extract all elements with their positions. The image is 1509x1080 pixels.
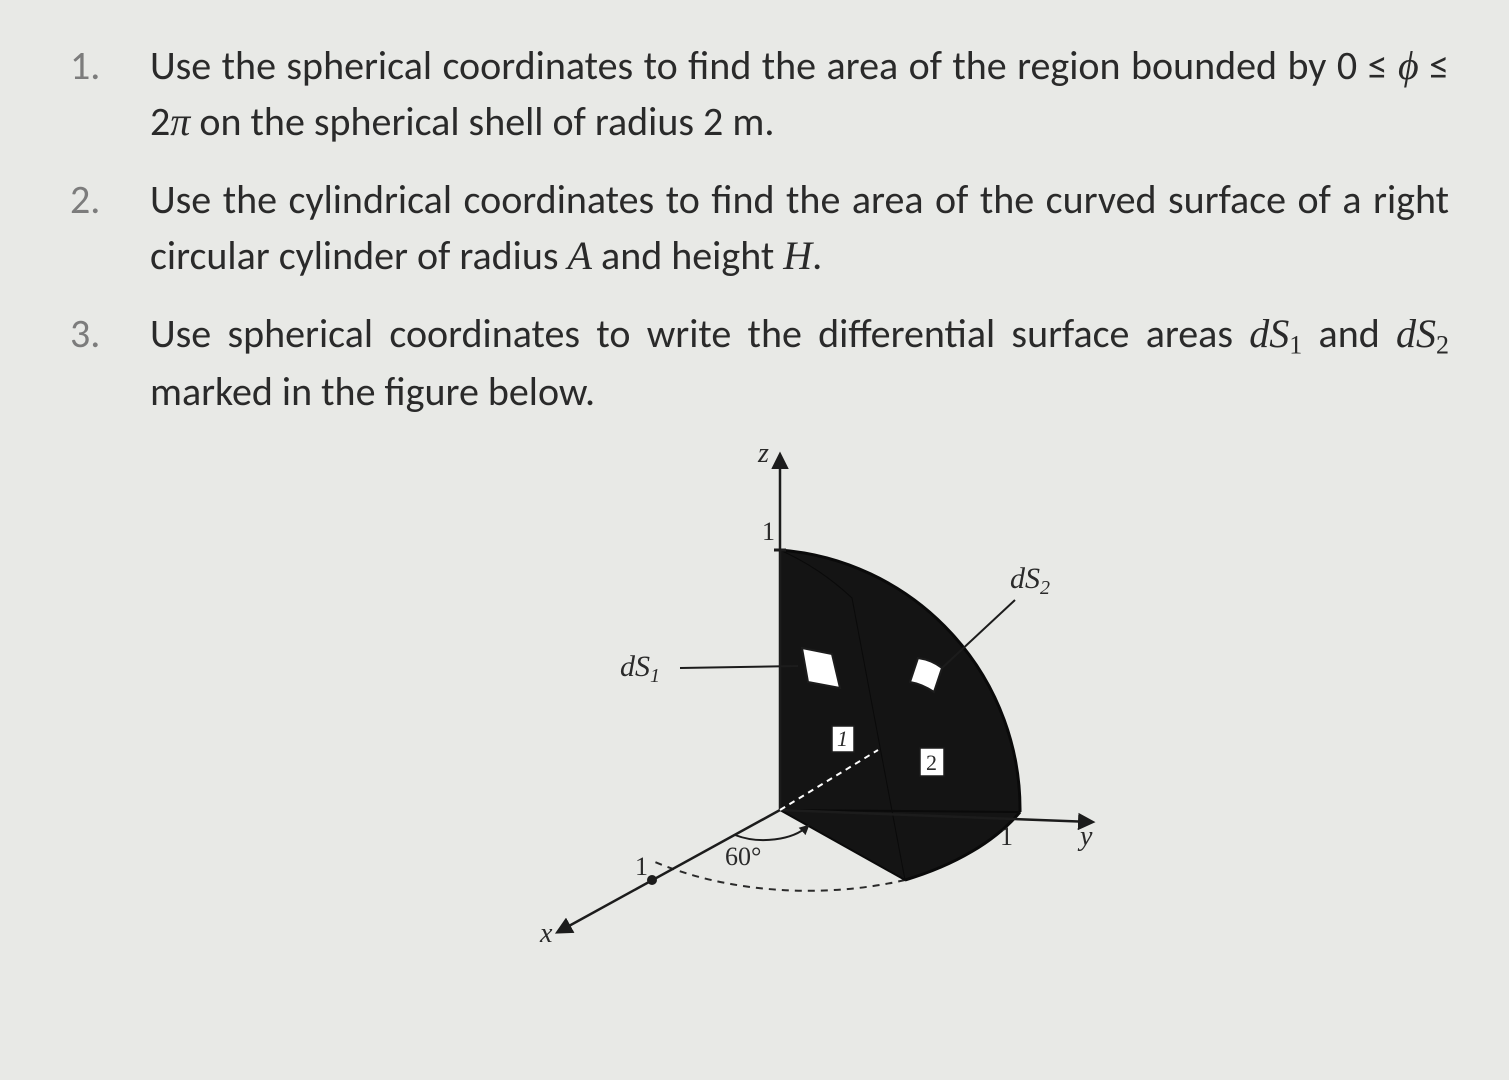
label-angle: 60° [725, 842, 761, 871]
q3-text-pre: Use spherical coordinates to write the d… [150, 309, 1249, 358]
question-1: Use the spherical coordinates to find th… [60, 38, 1449, 150]
q3-sub2: 2 [1436, 331, 1449, 360]
q3-dS1: dS [1249, 311, 1289, 356]
q2-H: H [783, 233, 812, 278]
page: Use the spherical coordinates to find th… [0, 0, 1509, 992]
question-2: Use the cylindrical coordinates to find … [60, 172, 1449, 284]
q3-and: and [1302, 309, 1396, 358]
figure-container: z y x 1 1 2 1 1 60° dS1 dS2 [150, 430, 1449, 950]
label-one-x: 1 [635, 852, 648, 881]
label-y: y [1077, 821, 1093, 852]
tick-x1 [647, 875, 657, 885]
q1-text-pre: Use the spherical coordinates to find th… [150, 41, 1398, 90]
label-one-mid: 1 [837, 726, 848, 751]
q3-dS2: dS [1396, 311, 1436, 356]
label-two: 2 [926, 750, 937, 775]
x-axis [558, 810, 780, 932]
question-list: Use the spherical coordinates to find th… [60, 38, 1449, 950]
label-dS2: dS2 [1010, 562, 1050, 599]
q2-text-mid: and height [592, 231, 783, 280]
label-one-z: 1 [762, 517, 775, 546]
q3-sub1: 1 [1289, 331, 1302, 360]
spherical-diagram: z y x 1 1 2 1 1 60° dS1 dS2 [480, 430, 1120, 950]
q2-A: A [568, 233, 592, 278]
q1-phi: ϕ [1398, 43, 1419, 88]
label-one-y: 1 [1000, 822, 1013, 851]
q1-pi: π [170, 99, 190, 144]
q2-text-post: . [812, 231, 822, 280]
question-3: Use spherical coordinates to write the d… [60, 306, 1449, 950]
label-dS1: dS1 [620, 650, 660, 687]
base-arc-dashed [655, 862, 905, 891]
q1-text-post: on the spherical shell of radius 2 m. [190, 97, 774, 146]
label-z: z [757, 438, 769, 469]
label-x: x [539, 918, 553, 949]
q3-text-post: marked in the figure below. [150, 367, 595, 416]
